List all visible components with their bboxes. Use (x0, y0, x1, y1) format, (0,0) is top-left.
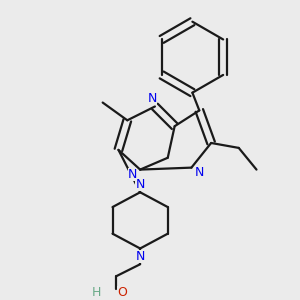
Text: N: N (136, 250, 145, 263)
Text: H: H (92, 286, 101, 299)
Text: N: N (136, 178, 145, 191)
Text: N: N (195, 166, 204, 179)
Text: O: O (118, 286, 127, 299)
Text: N: N (147, 92, 157, 105)
Text: N: N (128, 168, 137, 181)
